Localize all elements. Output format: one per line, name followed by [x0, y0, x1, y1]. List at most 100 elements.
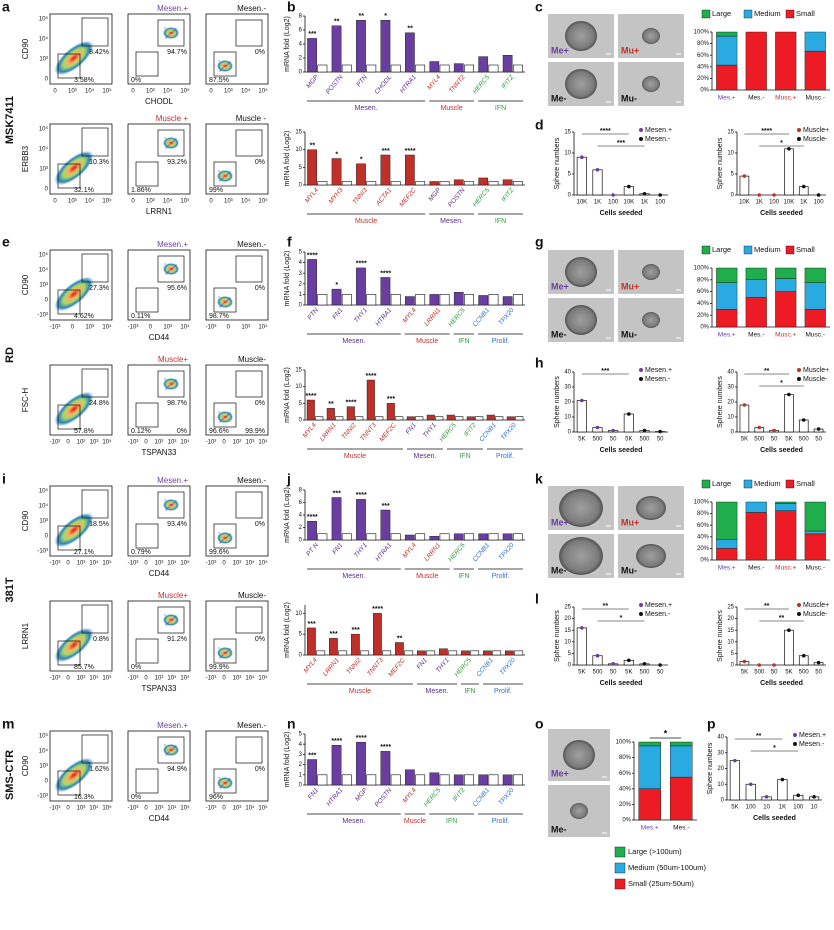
- bar-point: [627, 184, 631, 189]
- bar-point: [796, 793, 801, 798]
- y-tick-label: 10: [564, 415, 571, 421]
- cell-dot: [228, 172, 230, 174]
- gate: [81, 368, 109, 398]
- control-bar: [335, 416, 344, 421]
- y-tick-label: 80%: [697, 277, 710, 283]
- gate-percentage: 0.12%: [131, 428, 151, 435]
- legend-label: Muscle-: [803, 136, 828, 143]
- flow-x-tick: 0: [53, 89, 57, 95]
- y-tick-label: 100%: [694, 500, 710, 506]
- cell-density: [217, 170, 233, 182]
- stacked-bar-segment: [775, 291, 797, 328]
- gate: [135, 638, 159, 664]
- cell-dot: [165, 388, 167, 390]
- bar: [478, 177, 489, 186]
- significance: **: [328, 401, 334, 408]
- significance: **: [764, 603, 770, 610]
- gene-label: THY1: [353, 307, 369, 325]
- group-label: Muscle: [416, 338, 438, 345]
- legend-marker: [639, 377, 643, 381]
- gate-percentage: 0%: [255, 400, 265, 407]
- cell-density: [163, 744, 179, 756]
- x-axis-label: Cells seeded: [760, 680, 803, 687]
- y-tick-label: 20%: [697, 313, 710, 319]
- flow-x-tick: 10⁵: [180, 198, 190, 205]
- flow-y-tick: 10⁴: [39, 146, 49, 153]
- flow-x-tick: 10⁴: [245, 560, 255, 567]
- gate-percentage: 0%: [255, 285, 265, 292]
- y-tick-label: 10: [564, 639, 571, 645]
- flow-x-tick: 10⁴: [258, 324, 268, 331]
- cell-dot: [229, 533, 231, 535]
- legend-swatch: [701, 9, 711, 19]
- cell-dot: [171, 504, 173, 506]
- bar: [405, 154, 415, 186]
- bar: [502, 296, 513, 306]
- gate: [235, 736, 263, 764]
- y-tick-label: 10: [295, 384, 302, 390]
- cell-dot: [167, 507, 169, 509]
- gene-label: TPX20: [497, 542, 515, 562]
- bar-point: [748, 782, 753, 787]
- cell-density: [217, 60, 233, 72]
- panel-letter: e: [2, 234, 10, 250]
- y-axis-label: mRNA fold (Log2): [284, 131, 291, 187]
- gate: [81, 489, 109, 519]
- flow-y-tick: 10³: [39, 167, 48, 173]
- control-bar: [317, 533, 328, 541]
- sphere-image: [559, 537, 603, 575]
- x-axis-label: Cells seeded: [600, 447, 643, 454]
- flow-x-tick: -10³: [206, 561, 217, 567]
- flow-x-tick: 10³: [77, 561, 86, 567]
- flow-x-tick: 0: [222, 806, 226, 812]
- x-tick-label: 5K: [578, 437, 585, 443]
- significance: *: [360, 157, 363, 164]
- y-tick-label: 100%: [694, 30, 710, 36]
- sphere-image: [559, 489, 603, 527]
- y-tick-label: 5: [299, 165, 303, 171]
- stacked-bar-segment: [775, 267, 797, 279]
- y-axis-label: mRNA fold (Log2): [284, 732, 291, 788]
- panel-letter: b: [287, 0, 296, 15]
- bar: [307, 521, 317, 541]
- cell-dot: [225, 301, 227, 303]
- flow-x-tick: 10²: [233, 440, 242, 446]
- bar-point: [580, 155, 584, 159]
- y-tick-label: 25: [727, 605, 734, 611]
- flow-x-tick: 10³: [85, 325, 94, 331]
- legend-swatch: [743, 245, 753, 255]
- flow-x-tick: 10⁴: [180, 324, 190, 331]
- legend-label: Mesen.+: [645, 367, 672, 374]
- gene-label: IFIT2: [452, 787, 467, 803]
- flow-x-tick: 0: [66, 440, 70, 446]
- cell-density: [54, 757, 94, 793]
- bar: [592, 169, 603, 196]
- gene-label: TPX20: [497, 787, 515, 807]
- bar: [453, 774, 464, 786]
- significance: ***: [382, 148, 390, 155]
- cell-dot: [164, 744, 166, 746]
- cell-dot: [168, 385, 170, 387]
- x-tick-label: 500: [592, 670, 603, 676]
- gate: [235, 255, 263, 283]
- flow-plot-frame: [205, 730, 269, 802]
- cell-dot: [225, 652, 227, 654]
- legend-label: Small: [796, 245, 815, 254]
- x-tick-label: 10K: [784, 200, 795, 206]
- control-bar: [317, 774, 328, 786]
- y-tick-label: 6: [299, 28, 303, 34]
- bar: [426, 414, 435, 421]
- cell-dot: [219, 657, 221, 659]
- gate-percentage: 24.8%: [89, 400, 109, 407]
- control-bar: [439, 64, 450, 73]
- control-bar: [341, 181, 352, 186]
- flow-x-tick: 10³: [224, 199, 233, 205]
- y-axis-label: mRNA fold (Log2): [284, 367, 291, 423]
- x-tick-label: 5K: [741, 437, 748, 443]
- y-tick-label: 5: [568, 172, 572, 178]
- panel-letter: p: [707, 716, 716, 732]
- y-tick-label: 40: [717, 735, 724, 741]
- gene-label: TNNI3: [352, 187, 370, 206]
- gate-percentage: 1.86%: [131, 187, 151, 194]
- stacked-bar-segment: [804, 282, 826, 310]
